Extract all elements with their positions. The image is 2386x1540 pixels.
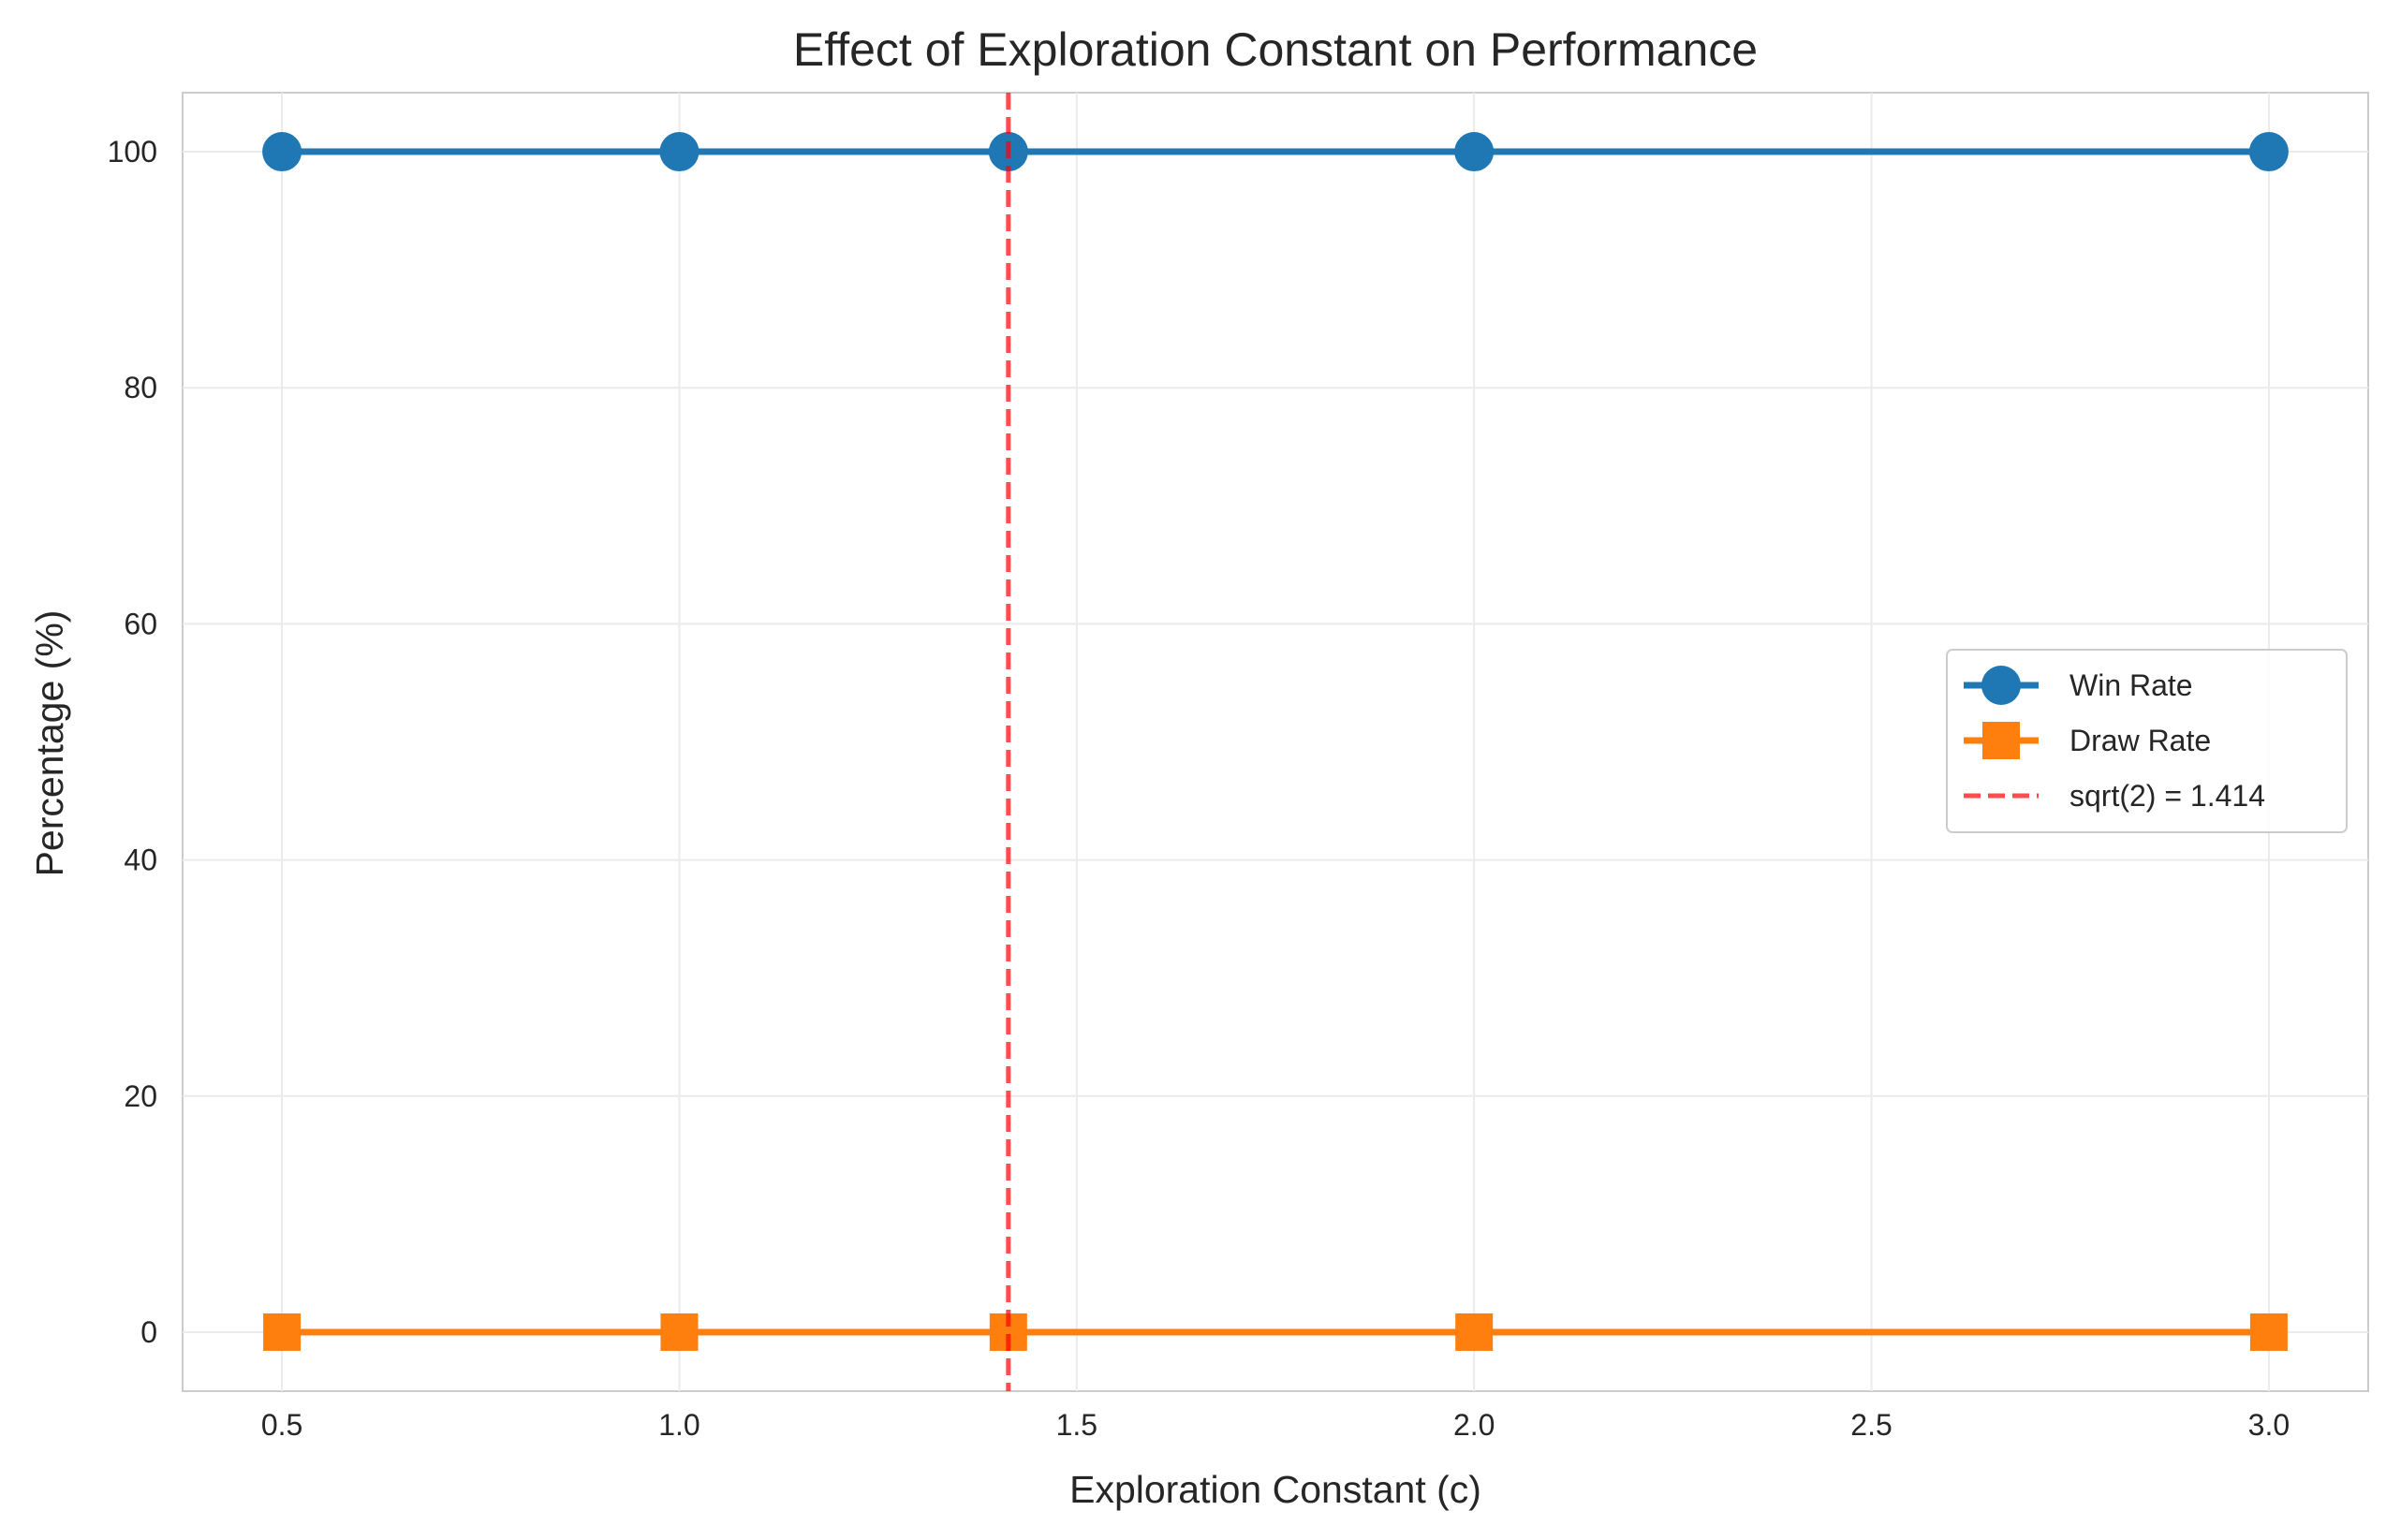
series-win-rate-point: [2248, 132, 2289, 172]
x-tick-label: 1.5: [1056, 1408, 1097, 1442]
chart-title: Effect of Exploration Constant on Perfor…: [793, 23, 1758, 76]
series-draw-rate-point: [2249, 1313, 2288, 1351]
x-tick-label: 2.0: [1453, 1408, 1495, 1442]
legend-entry-draw-rate-label: Draw Rate: [2069, 724, 2211, 757]
legend-entry-draw-rate-swatch-marker: [1982, 722, 2020, 759]
series-win-rate-point: [1454, 132, 1495, 172]
x-tick-label: 3.0: [2248, 1408, 2290, 1442]
tick-labels: 0.5 1.0 1.5 2.0 2.5 3.0 0 20 40 60 80 100: [108, 135, 2290, 1442]
legend-entry-sqrt-2-1-414: sqrt(2) = 1.414: [1964, 779, 2265, 813]
y-tick-label: 20: [124, 1079, 157, 1113]
y-tick-label: 40: [124, 843, 157, 877]
legend-entry-win-rate-swatch-marker: [1981, 666, 2021, 705]
x-tick-label: 2.5: [1850, 1408, 1892, 1442]
x-tick-label: 1.0: [658, 1408, 700, 1442]
series-layer: [262, 132, 2289, 1351]
x-tick-label: 0.5: [261, 1408, 302, 1442]
y-tick-label: 60: [124, 607, 157, 640]
series-draw-rate-point: [660, 1313, 699, 1351]
y-axis-label: Percentage (%): [28, 610, 71, 877]
y-tick-label: 0: [140, 1315, 157, 1349]
series-draw-rate: [263, 1313, 2288, 1351]
legend-entry-sqrt-2-1-414-label: sqrt(2) = 1.414: [2069, 779, 2265, 813]
series-draw-rate-point: [1455, 1313, 1494, 1351]
legend: Win Rate Draw Rate sqrt(2) = 1.414: [1946, 649, 2348, 833]
series-win-rate-point: [659, 132, 700, 172]
legend-entry-draw-rate: Draw Rate: [1964, 722, 2211, 759]
y-tick-label: 80: [124, 371, 157, 404]
y-tick-label: 100: [108, 135, 157, 169]
series-draw-rate-point: [263, 1313, 302, 1351]
legend-entry-win-rate: Win Rate: [1964, 666, 2193, 705]
legend-entry-win-rate-label: Win Rate: [2069, 668, 2193, 702]
x-axis-label: Exploration Constant (c): [1069, 1468, 1481, 1511]
legend-frame: [1946, 649, 2348, 833]
series-win-rate-point: [262, 132, 302, 172]
